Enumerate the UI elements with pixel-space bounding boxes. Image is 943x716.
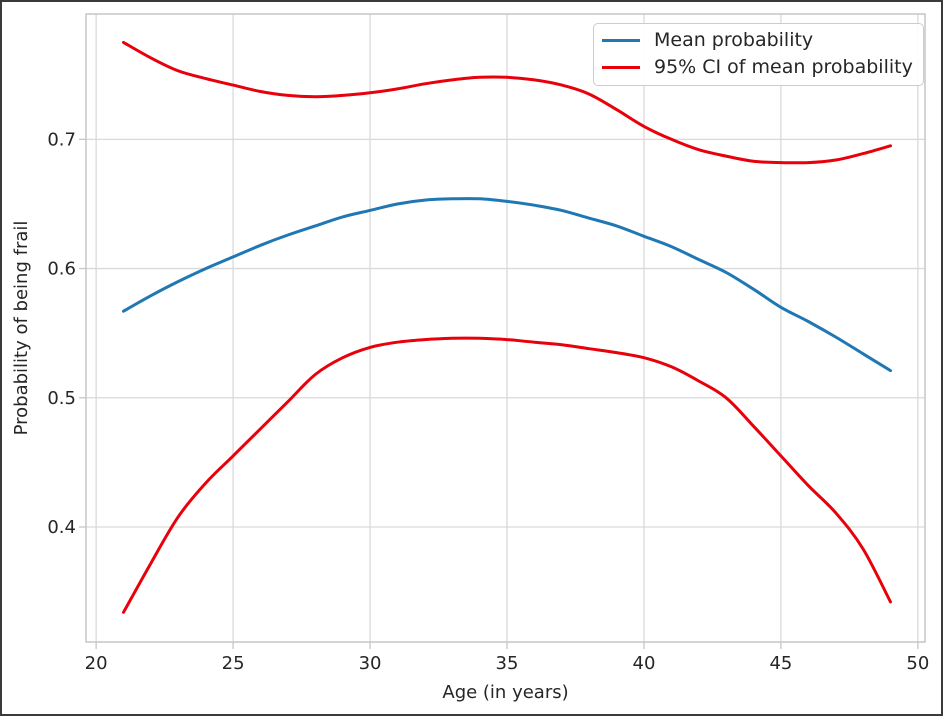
mean-probability-line bbox=[122, 197, 892, 373]
x-tick-label-40: 40 bbox=[633, 653, 656, 674]
x-tick-label-35: 35 bbox=[496, 653, 519, 674]
ci-upper-line bbox=[122, 40, 892, 165]
ci-line-swatch-icon bbox=[602, 65, 640, 69]
y-tick-label-0.5: 0.5 bbox=[47, 388, 76, 409]
legend-item-ci: 95% CI of mean probability bbox=[594, 56, 923, 79]
plot-border bbox=[85, 13, 926, 643]
mean-line-swatch-icon bbox=[602, 38, 640, 42]
x-tick-label-50: 50 bbox=[906, 653, 929, 674]
legend-label-ci: 95% CI of mean probability bbox=[654, 56, 913, 79]
x-axis-label: Age (in years) bbox=[442, 682, 568, 703]
y-tick-label-0.4: 0.4 bbox=[47, 517, 76, 538]
y-axis-label: Probability of being frail bbox=[11, 221, 32, 436]
x-tick-label-45: 45 bbox=[769, 653, 792, 674]
y-tick-label-0.7: 0.7 bbox=[47, 129, 76, 150]
x-tick-label-25: 25 bbox=[222, 653, 245, 674]
y-tick-label-0.6: 0.6 bbox=[47, 259, 76, 280]
x-tick-label-20: 20 bbox=[85, 653, 108, 674]
x-tick-label-30: 30 bbox=[359, 653, 382, 674]
legend: Mean probability 95% CI of mean probabil… bbox=[593, 23, 924, 86]
legend-label-mean: Mean probability bbox=[654, 29, 814, 52]
legend-item-mean: Mean probability bbox=[594, 29, 923, 52]
ci-lower-line bbox=[122, 336, 892, 614]
